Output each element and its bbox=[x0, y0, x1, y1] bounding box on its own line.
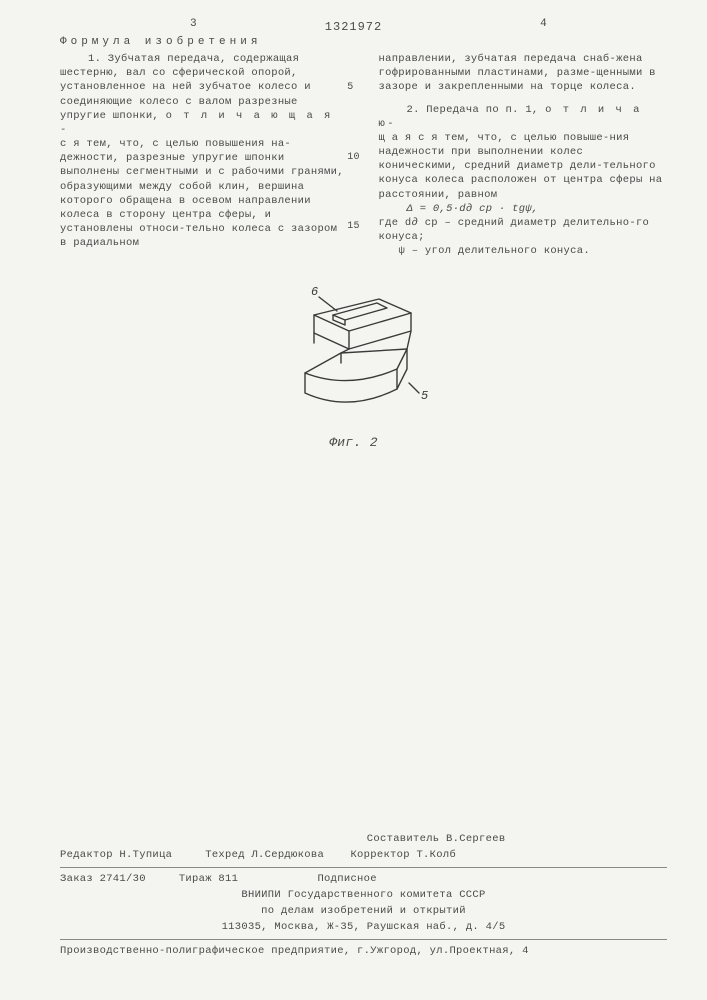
body-text: щ а я с я тем, что, с целью повыше-ния н… bbox=[379, 131, 668, 202]
figure-block: 6 5 Фиг. 2 bbox=[0, 275, 707, 450]
section-title: Формула изобретения bbox=[60, 36, 261, 48]
figure-label-6: 6 bbox=[311, 285, 319, 299]
divider-line bbox=[60, 939, 667, 940]
footer-text: Составитель В.Сергеев bbox=[60, 832, 667, 848]
body-text: где d∂ ср – средний диаметр делительно-г… bbox=[379, 216, 668, 244]
right-column: направлении, зубчатая передача снаб-жена… bbox=[373, 52, 668, 258]
footer-text: Редактор Н.Тупица Техред Л.Сердюкова Кор… bbox=[60, 848, 667, 864]
left-column: 1. Зубчатая передача, содержащая шестерн… bbox=[60, 52, 355, 258]
body-text: 2. Передача по п. 1, bbox=[407, 104, 546, 116]
divider-line bbox=[60, 867, 667, 868]
document-number: 1321972 bbox=[325, 20, 382, 34]
body-text: направлении, зубчатая передача снаб-жена… bbox=[379, 52, 668, 95]
footer-text: по делам изобретений и открытий bbox=[60, 904, 667, 920]
body-text: с я тем, что, с целью повышения на-дежно… bbox=[60, 137, 349, 250]
footer-text: ВНИИПИ Государственного комитета СССР bbox=[60, 888, 667, 904]
formula-text: Δ = 0,5·d∂ ср · tgψ, bbox=[379, 202, 668, 216]
paragraph: 1. Зубчатая передача, содержащая шестерн… bbox=[60, 52, 349, 137]
text-columns: 1. Зубчатая передача, содержащая шестерн… bbox=[60, 52, 667, 258]
figure-svg: 6 5 bbox=[259, 275, 449, 425]
page-root: 3 1321972 4 Формула изобретения 5 10 15 … bbox=[0, 0, 707, 1000]
footer-text: 113035, Москва, Ж-35, Раушская наб., д. … bbox=[60, 920, 667, 936]
body-text: ψ – угол делительного конуса. bbox=[379, 244, 668, 258]
footer-text: Производственно-полиграфическое предприя… bbox=[60, 944, 667, 960]
paragraph: 2. Передача по п. 1, о т л и ч а ю- bbox=[379, 103, 668, 131]
figure-caption: Фиг. 2 bbox=[0, 435, 707, 450]
footer-block: Составитель В.Сергеев Редактор Н.Тупица … bbox=[60, 832, 667, 960]
page-number-left: 3 bbox=[190, 18, 197, 30]
figure-label-5: 5 bbox=[421, 389, 429, 403]
page-number-right: 4 bbox=[540, 18, 547, 30]
footer-text: Заказ 2741/30 Тираж 811 Подписное bbox=[60, 872, 667, 888]
